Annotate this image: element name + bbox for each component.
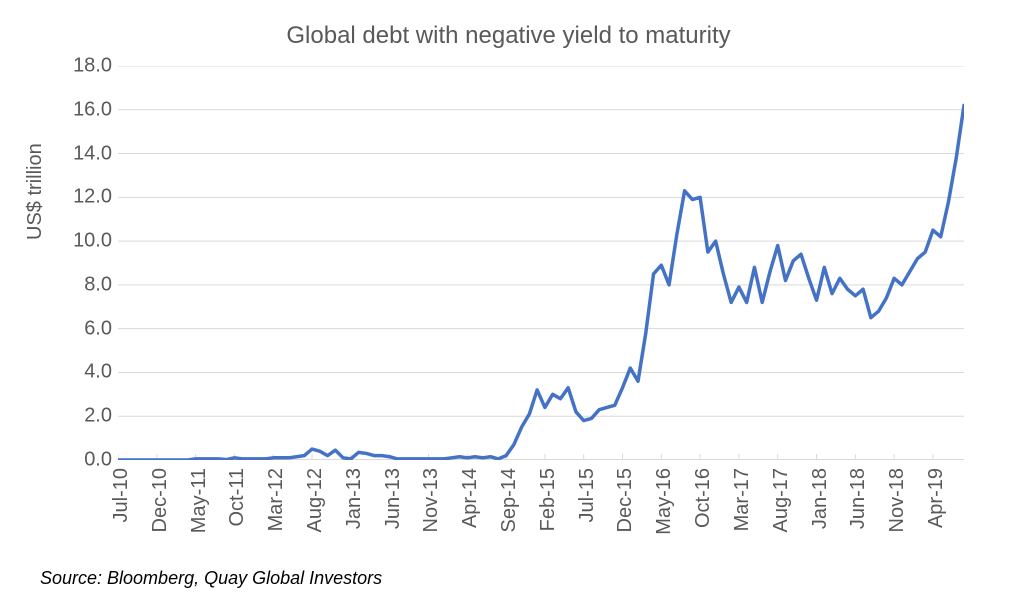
x-tick-label: Nov-18 — [886, 468, 909, 532]
x-tick-label: Jul-10 — [110, 468, 133, 522]
y-tick-label: 6.0 — [84, 317, 112, 340]
x-tick-label: Feb-15 — [537, 468, 560, 531]
x-tick-label: Jul-15 — [576, 468, 599, 522]
y-tick-label: 8.0 — [84, 273, 112, 296]
y-tick-label: 14.0 — [73, 142, 112, 165]
y-tick-label: 4.0 — [84, 361, 112, 384]
x-tick-label: Apr-19 — [925, 468, 948, 528]
x-tick-label: Dec-15 — [614, 468, 637, 532]
x-tick-label: Jan-18 — [809, 468, 832, 529]
x-tick-label: Jan-13 — [343, 468, 366, 529]
x-tick-label: Apr-14 — [459, 468, 482, 528]
plot-area — [118, 66, 964, 460]
chart-title: Global debt with negative yield to matur… — [0, 22, 1017, 50]
x-tick-label: Dec-10 — [149, 468, 172, 532]
y-tick-label: 2.0 — [84, 405, 112, 428]
x-tick-label: Sep-14 — [498, 468, 521, 533]
x-tick-label: Oct-16 — [692, 468, 715, 528]
y-tick-label: 12.0 — [73, 186, 112, 209]
x-tick-label: Jun-13 — [382, 468, 405, 529]
data-line — [118, 105, 964, 460]
x-tick-label: May-16 — [653, 468, 676, 535]
y-tick-label: 16.0 — [73, 98, 112, 121]
x-tick-label: May-11 — [188, 468, 211, 533]
y-tick-label: 0.0 — [84, 449, 112, 472]
line-chart-svg — [118, 66, 964, 460]
y-axis-label: US$ trillion — [24, 143, 47, 240]
x-tick-label: Nov-13 — [420, 468, 443, 532]
x-tick-label: Aug-12 — [304, 468, 327, 533]
y-tick-label: 10.0 — [73, 230, 112, 253]
x-tick-label: Oct-11 — [226, 468, 249, 527]
x-tick-label: Aug-17 — [770, 468, 793, 533]
source-note: Source: Bloomberg, Quay Global Investors — [40, 568, 382, 589]
y-tick-label: 18.0 — [73, 55, 112, 78]
x-tick-label: Jun-18 — [847, 468, 870, 529]
chart-container: { "chart": { "type": "line", "title": "G… — [0, 0, 1017, 611]
x-tick-label: Mar-17 — [731, 468, 754, 531]
x-tick-label: Mar-12 — [265, 468, 288, 531]
